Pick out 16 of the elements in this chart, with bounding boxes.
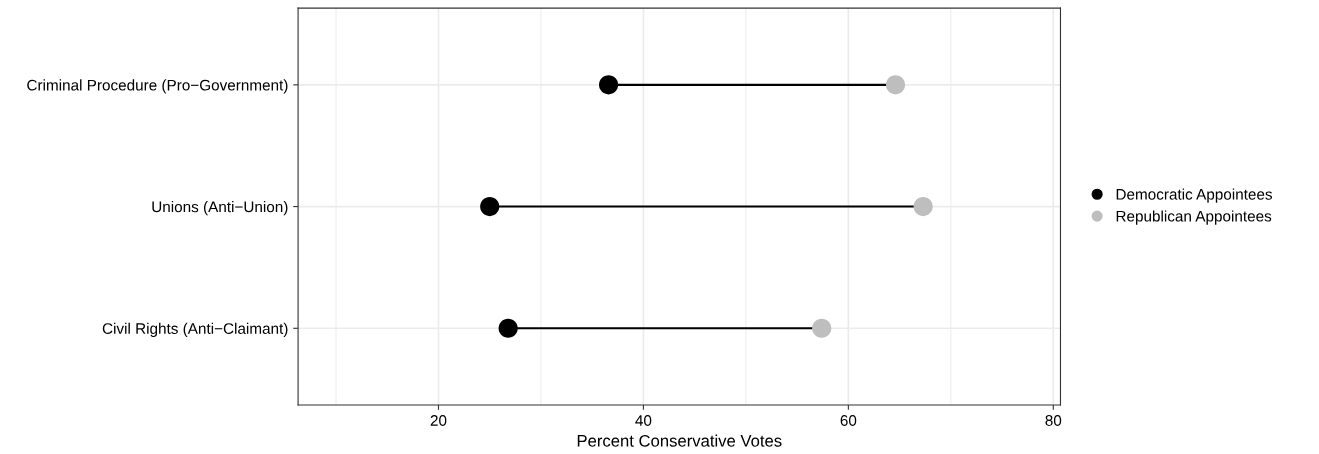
x-axis-title: Percent Conservative Votes: [577, 434, 782, 447]
point: [599, 75, 619, 95]
x-tick-label: 20: [430, 415, 447, 426]
x-tick-label: 60: [840, 415, 857, 426]
legend-label: Democratic Appointees: [1116, 188, 1273, 203]
y-tick-label: Unions (Anti−Union): [152, 201, 288, 216]
point: [498, 318, 518, 338]
point: [480, 197, 500, 217]
x-tick-label: 80: [1045, 415, 1062, 426]
y-tick-label: Civil Rights (Anti−Claimant): [102, 322, 288, 337]
legend-label: Republican Appointees: [1116, 210, 1272, 225]
y-tick-label: Criminal Procedure (Pro−Government): [27, 79, 288, 94]
point: [812, 318, 832, 338]
x-tick-label: 40: [635, 415, 652, 426]
point: [913, 197, 933, 217]
point: [885, 75, 906, 95]
